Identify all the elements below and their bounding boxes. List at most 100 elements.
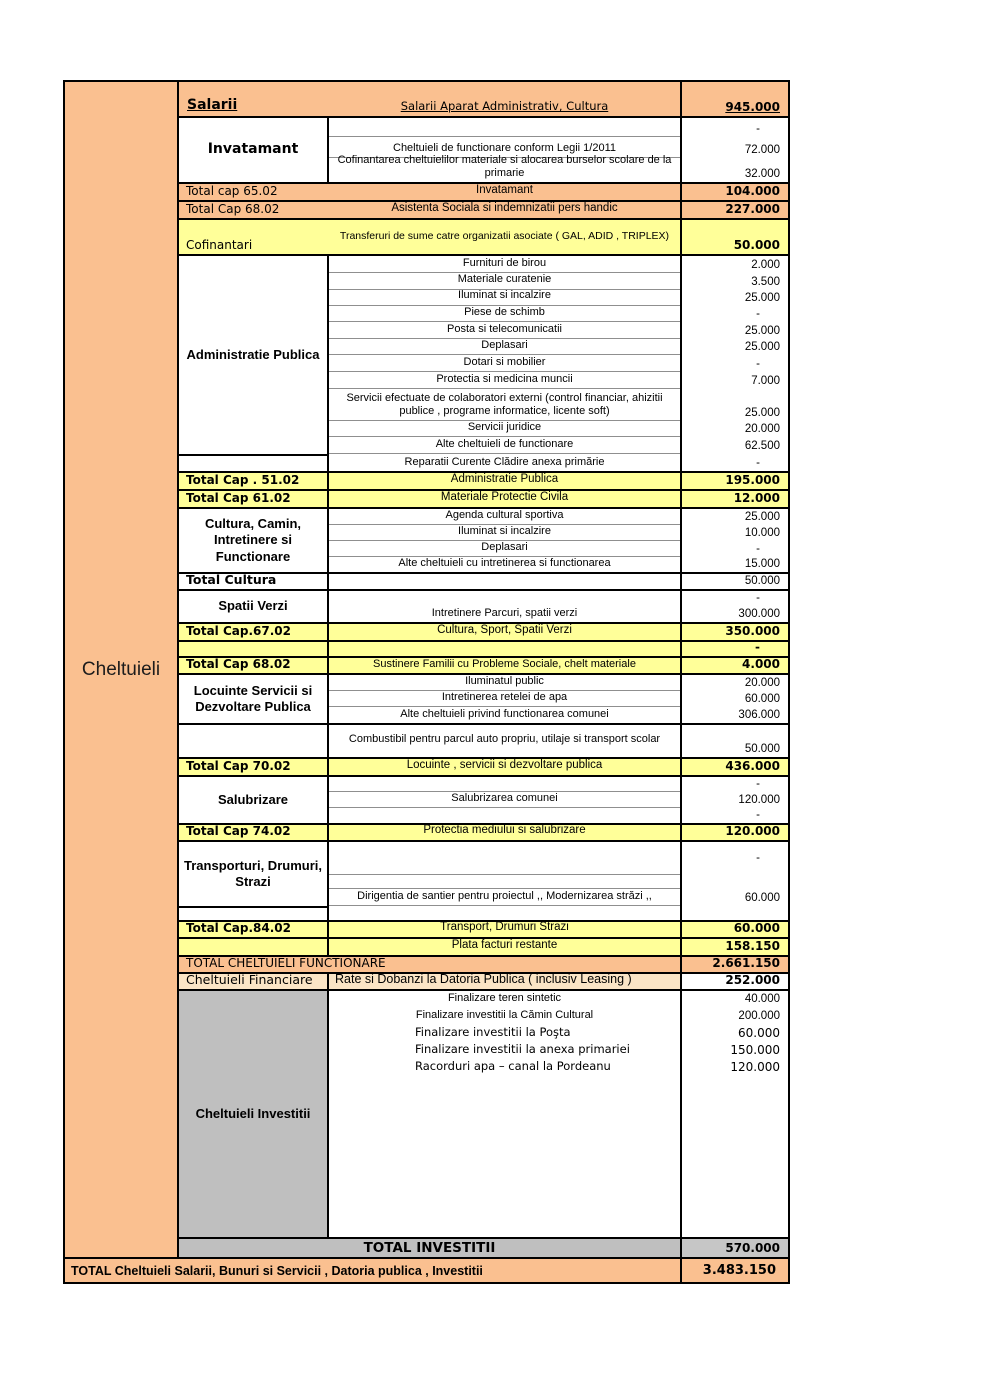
cell-value: 350.000 [680, 624, 788, 640]
cell-desc: Piese de schimb [329, 306, 680, 323]
cell-label: Total Cap 74.02 [179, 824, 329, 840]
cell-value: - [680, 808, 788, 823]
table-row: Materiale curatenie 3.500 [329, 272, 788, 290]
cell-value [680, 875, 788, 889]
row-total-cap-5102: Total Cap . 51.02 Administratie Publica … [179, 473, 788, 491]
cell-desc: Dotari si mobilier [329, 355, 680, 372]
cell-value: 227.000 [680, 202, 788, 218]
cell-value: - [680, 541, 788, 557]
cell-desc: Cofinantarea cheltuielilor materiale si … [337, 153, 672, 179]
section-cultura: Cultura, Camin, Intretinere si Functiona… [179, 509, 788, 574]
row-cofinantari: Cofinantari Transferuri de sume catre or… [179, 220, 788, 256]
empty-rows-area [329, 1076, 788, 1237]
cell-label: Total Cap.67.02 [179, 624, 329, 640]
cell-desc: Materiale curatenie [329, 273, 680, 290]
cell-value: 200.000 [680, 1008, 788, 1025]
table-row: Servicii efectuate de colaboratori exter… [329, 388, 788, 422]
table-row [329, 906, 788, 921]
table-row: - [329, 777, 788, 792]
table-row: Alte cheltuieli de functionare 62.500 [329, 437, 788, 455]
table-row: Dirigentia de santier pentru proiectul ,… [329, 888, 788, 907]
cell-value: 25.000 [680, 339, 788, 356]
row-plata-facturi: Plata facturi restante 158.150 [179, 939, 788, 957]
labcol-transporturi: Transporturi, Drumuri, Strazi [179, 842, 329, 920]
cell-desc [329, 118, 680, 138]
cell-label-invatamant: Invatamant [179, 118, 329, 182]
table-row: Dotari si mobilier - [329, 355, 788, 372]
rows-transporturi: - Dirigentia de santier pentru proiectul… [329, 842, 788, 921]
cell-value: 10.000 [680, 525, 788, 541]
row-blank-yellow: - [179, 640, 788, 658]
row-cheltuieli-financiare: Cheltuieli Financiare Rate si Dobanzi la… [179, 972, 788, 991]
table-row: Finalizare investitii la anexa primariei… [329, 1042, 788, 1059]
cell-value-grand-total: 3.483.150 [680, 1259, 788, 1282]
cell-desc: Alte cheltuieli de functionare [329, 437, 680, 455]
table-row: Alte cheltuieli cu intretinerea si funct… [329, 557, 788, 573]
cell-desc: Intretinerea retelei de apa [329, 691, 680, 708]
rows-locuinte: Iluminatul public 20.000 Intretinerea ret… [329, 675, 788, 723]
cell-label-grand-total: TOTAL Cheltuieli Salarii, Bunuri si Serv… [71, 1263, 483, 1278]
cell-label-spatii-verzi: Spatii Verzi [179, 591, 329, 622]
cell-label-locuinte: Locuinte Servicii si Dezvoltare Publica [179, 675, 329, 723]
cell-desc: Asistenta Sociala si indemnizatii pers h… [391, 202, 618, 215]
cell-label: Cheltuieli Financiare [179, 972, 329, 989]
cell-desc: Deplasari [329, 339, 680, 356]
row-total-cultura: Total Cultura 50.000 [179, 572, 788, 591]
cell-desc: Protectia si medicina muncii [329, 372, 680, 389]
rows-administratie: Furnituri de birou 2.000 Materiale curate… [329, 256, 788, 471]
cell-value: 195.000 [680, 473, 788, 489]
cell-value: 50.000 [680, 574, 788, 589]
band-label: Cheltuieli [81, 658, 161, 680]
table-row: Iluminat si incalzire 10.000 [329, 525, 788, 541]
cell-value [680, 906, 788, 921]
cell-desc: Locuinte , servicii si dezvoltare public… [406, 759, 603, 772]
cell-value: - [680, 118, 788, 138]
cell-label: Cofinantari [186, 238, 253, 252]
table-row: - [329, 118, 788, 138]
cell-desc: Iluminat si incalzire [329, 289, 680, 306]
rows-salubrizare: - Salubrizarea comunei 120.000 - [329, 777, 788, 823]
section-transporturi: Transporturi, Drumuri, Strazi - Dirigent… [179, 842, 788, 922]
cell-desc: Furnituri de birou [329, 256, 680, 273]
cell-label: Total Cap.84.02 [179, 921, 329, 937]
cell-label [179, 642, 329, 656]
labcol-administratie: Administratie Publica [179, 256, 329, 471]
row-total-cap-6102: Total Cap 61.02 Materiale Protectie Civi… [179, 491, 788, 509]
section-locuinte: Locuinte Servicii si Dezvoltare Publica … [179, 675, 788, 725]
rows-spatii-verzi: - Intretinere Parcuri, spatii verzi 300.0… [329, 591, 788, 622]
cell-desc: Rate si Dobanzi la Datoria Publica ( inc… [329, 972, 680, 989]
table-row: Finalizare investitii la Cămin Cultural 2… [329, 1008, 788, 1025]
cell-desc: Transport, Drumuri Strazi [440, 921, 569, 934]
cell-label: Total Cultura [179, 572, 329, 589]
cell-value: 60.000 [680, 888, 788, 907]
cell-value: 3.500 [680, 272, 788, 290]
table-row: Racorduri apa – canal la Pordeanu 120.000 [329, 1059, 788, 1076]
cell-label: Total Cap . 51.02 [179, 473, 329, 489]
cell-desc: Deplasari [329, 541, 680, 557]
cell-value: 120.000 [680, 1059, 788, 1076]
cell-desc: Racorduri apa – canal la Pordeanu [415, 1058, 611, 1073]
cell-desc [329, 875, 680, 889]
cell-label-salarii: Salarii [187, 97, 238, 113]
cell-value: 40.000 [680, 991, 788, 1008]
cell-value: 20.000 [680, 675, 788, 692]
table-row: - [329, 591, 788, 607]
table-main: Cheltuieli Salarii Salarii Aparat Admini… [65, 82, 788, 1257]
cell-label-administratie: Administratie Publica [179, 256, 327, 456]
table-row: Salubrizarea comunei 120.000 [329, 792, 788, 808]
cell-value: 25.000 [680, 289, 788, 306]
cell-desc: Salubrizarea comunei [329, 792, 680, 808]
cell-desc: Agenda cultural sportiva [329, 509, 680, 525]
cell-value: 120.000 [680, 792, 788, 808]
cell-value: - [680, 355, 788, 372]
cell-value: 32.000 [680, 158, 788, 182]
table-row: - [329, 808, 788, 823]
cell-value: 158.150 [680, 939, 788, 955]
cell-label-transporturi: Transporturi, Drumuri, Strazi [179, 842, 327, 908]
table-row: Protectia si medicina muncii 7.000 [329, 371, 788, 389]
table-row [329, 875, 788, 889]
cell-value: 50.000 [680, 725, 788, 757]
cell-desc: Servicii efectuate de colaboratori exter… [329, 389, 680, 422]
cell-desc: Transferuri de sume catre organizatii as… [339, 229, 670, 242]
rows-cultura: Agenda cultural sportiva 25.000 Iluminat … [329, 509, 788, 573]
